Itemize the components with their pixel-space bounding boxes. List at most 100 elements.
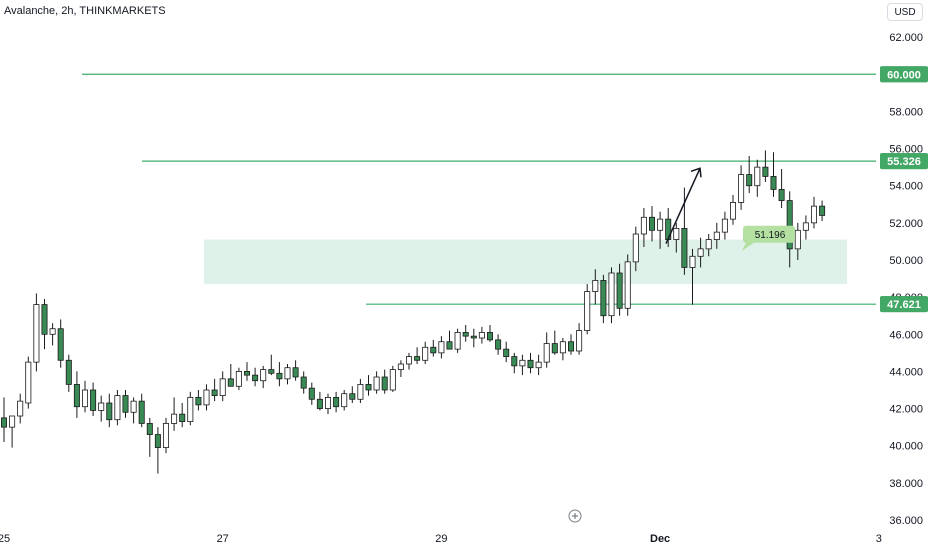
candle-body [98, 402, 105, 411]
candle-body [632, 233, 639, 263]
candle-body [414, 356, 421, 361]
candle-body [211, 389, 218, 396]
candle-body [640, 216, 647, 235]
candle-body [187, 397, 194, 422]
candle-body [616, 272, 623, 309]
candle-body [584, 291, 591, 331]
candle-body [65, 359, 72, 385]
candle-body [82, 389, 89, 408]
candle-body [276, 372, 283, 380]
y-tick-label: 40.000 [889, 441, 923, 453]
candle-body [454, 332, 461, 350]
axis-layer: 36.00038.00040.00042.00044.00046.00048.0… [0, 32, 928, 545]
x-tick-label: Dec [650, 533, 670, 545]
level-badge-cover-label: 60.000 [887, 69, 921, 81]
candle-body [227, 378, 234, 387]
candle-body [235, 371, 242, 387]
x-tick-label: 29 [435, 533, 447, 545]
candle-body [543, 343, 550, 363]
candle-body [511, 356, 518, 367]
candle-body [9, 415, 16, 428]
candle-body [770, 176, 777, 190]
candle-body [422, 346, 429, 361]
candle-body [438, 341, 445, 354]
candle-body [219, 378, 226, 396]
y-tick-label: 42.000 [889, 404, 923, 416]
candle-body [705, 239, 712, 250]
candle-body [519, 359, 526, 367]
y-tick-label: 56.000 [889, 144, 923, 156]
candle-body [495, 339, 502, 350]
y-tick-label: 62.000 [889, 32, 923, 44]
candle-body [778, 189, 785, 201]
candle-body [41, 304, 48, 335]
candle-body [357, 384, 364, 400]
projection-arrowhead [690, 167, 702, 178]
candle-body [73, 384, 80, 408]
candle-body [503, 348, 510, 357]
candle-body [389, 369, 396, 391]
annotation-layer: 51.196 [665, 167, 795, 251]
candle-body [559, 341, 566, 354]
level-badge-cover-label: 55.326 [887, 156, 921, 168]
candle-body [738, 174, 745, 203]
candle-body [333, 397, 340, 408]
candle-body [146, 423, 153, 435]
candle-body [341, 393, 348, 408]
level-badge-cover [880, 153, 928, 170]
candle-body [535, 361, 542, 369]
y-tick-label: 54.000 [889, 181, 923, 193]
candle-body [138, 400, 145, 424]
y-tick-label: 50.000 [889, 255, 923, 267]
x-tick-label: 27 [217, 533, 229, 545]
candle-body [316, 398, 323, 409]
candle-body [673, 228, 680, 240]
candle-body [665, 218, 672, 240]
candle-body [721, 218, 728, 233]
candle-body [568, 341, 575, 352]
symbol-title: Avalanche, 2h, THINKMARKETS [4, 5, 166, 17]
candle-body [551, 343, 558, 354]
candle-body [730, 202, 737, 220]
candle-body [179, 413, 186, 422]
candle-body [446, 341, 453, 350]
candle-body [811, 205, 818, 224]
candle-body [49, 328, 56, 335]
candle-body [786, 200, 793, 250]
level-badge-cover-label: 47.621 [887, 299, 921, 311]
y-tick-label: 44.000 [889, 366, 923, 378]
x-tick-label: 25 [0, 533, 10, 545]
candle-body [373, 376, 380, 391]
candle-body [0, 417, 7, 428]
y-tick-label: 46.000 [889, 329, 923, 341]
candle-layer [0, 150, 826, 474]
candle-body [600, 280, 607, 317]
candle-body [713, 231, 720, 240]
candle-body [252, 374, 259, 382]
candle-body [324, 397, 331, 409]
candle-body [308, 387, 315, 400]
candle-body [365, 384, 372, 391]
candle-body [349, 393, 356, 400]
candle-body [195, 397, 202, 406]
price-note-label: 51.196 [755, 230, 786, 241]
candle-body [486, 332, 493, 341]
candle-body [106, 402, 113, 421]
candle-body [57, 328, 64, 361]
candle-body [802, 222, 809, 231]
candle-body [762, 166, 769, 177]
candle-body [754, 166, 761, 187]
candle-body [397, 363, 404, 370]
candle-body [114, 395, 121, 421]
candle-body [122, 395, 129, 413]
candle-body [794, 229, 801, 250]
demand-zone [204, 239, 847, 285]
candle-body [154, 434, 161, 448]
candle-body [17, 400, 24, 417]
candle-body [284, 367, 291, 380]
currency-button[interactable]: USD [887, 3, 923, 21]
candle-body [819, 205, 826, 216]
candle-body [25, 361, 32, 404]
